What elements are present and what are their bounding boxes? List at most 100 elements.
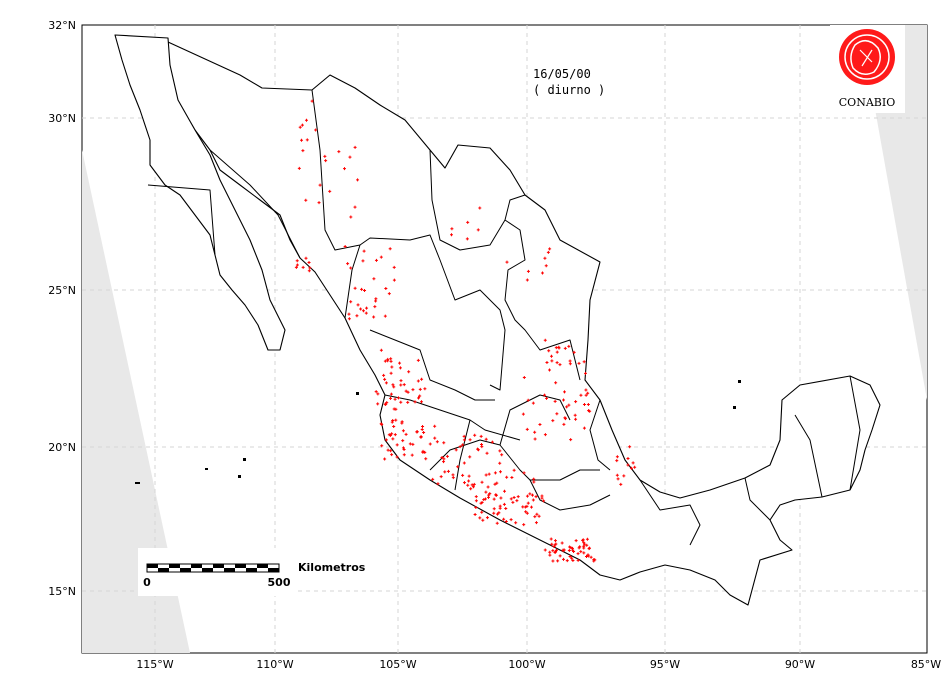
hotspot-mark	[585, 537, 589, 541]
hotspot-mark	[413, 400, 417, 404]
hotspot-mark	[383, 377, 387, 381]
hotspot-mark	[374, 258, 378, 262]
hotspot-mark	[589, 555, 593, 559]
hotspot-mark	[548, 550, 552, 554]
hotspot-mark	[478, 516, 482, 520]
hotspot-mark	[420, 400, 424, 404]
hotspot-mark	[347, 312, 351, 316]
hotspot-mark	[450, 227, 454, 231]
hotspot-mark	[485, 451, 489, 455]
hotspot-mark	[383, 402, 387, 406]
hotspot-mark	[628, 445, 632, 449]
hotspot-mark	[516, 495, 520, 499]
hotspot-mark	[376, 392, 380, 396]
hotspot-mark	[359, 307, 363, 311]
fire-hotspots	[294, 99, 637, 563]
period-label: ( diurno )	[533, 83, 605, 97]
hotspot-mark	[562, 398, 566, 402]
hotspot-mark	[401, 439, 405, 443]
hotspot-mark	[304, 118, 308, 122]
hotspot-mark	[576, 552, 580, 556]
hotspot-mark	[349, 300, 353, 304]
hotspot-mark	[380, 444, 384, 448]
hotspot-mark	[565, 559, 569, 563]
hotspot-mark	[492, 497, 496, 501]
hotspot-mark	[442, 441, 446, 445]
hotspot-mark	[372, 315, 376, 319]
hotspot-mark	[526, 398, 530, 402]
hotspot-mark	[548, 553, 552, 557]
hotspot-mark	[509, 497, 513, 501]
hotspot-mark	[389, 357, 393, 361]
hotspot-mark	[586, 402, 590, 406]
hotspot-mark	[401, 429, 405, 433]
hotspot-mark	[557, 345, 561, 349]
hotspot-mark	[386, 448, 390, 452]
hotspot-mark	[451, 473, 455, 477]
hotspot-mark	[532, 480, 536, 484]
hotspot-mark	[549, 537, 553, 541]
hotspot-mark	[440, 456, 444, 460]
hotspot-mark	[549, 354, 553, 358]
hotspot-mark	[570, 546, 574, 550]
hotspot-mark	[474, 495, 478, 499]
hotspot-mark	[558, 554, 562, 558]
hotspot-mark	[356, 303, 360, 307]
hotspot-mark	[402, 383, 406, 387]
hotspot-mark	[543, 433, 547, 437]
hotspot-mark	[391, 383, 395, 387]
hotspot-mark	[526, 501, 530, 505]
hotspot-mark	[468, 438, 472, 442]
hotspot-mark	[547, 349, 551, 353]
hotspot-mark	[528, 492, 532, 496]
hotspot-mark	[504, 519, 508, 523]
scale-start: 0	[143, 576, 151, 589]
hotspot-mark	[304, 198, 308, 202]
hotspot-mark	[337, 150, 341, 154]
hotspot-mark	[472, 482, 476, 486]
hotspot-mark	[550, 359, 554, 363]
hotspot-mark	[558, 363, 562, 367]
hotspot-mark	[442, 457, 446, 461]
hotspot-mark	[307, 260, 311, 264]
hotspot-mark	[384, 381, 388, 385]
hotspot-mark	[497, 511, 501, 515]
hotspot-mark	[480, 510, 484, 514]
hotspot-mark	[423, 387, 427, 391]
scale-unit: Kilometros	[298, 561, 366, 574]
hotspot-mark	[563, 416, 567, 420]
hotspot-mark	[555, 361, 559, 365]
hotspot-mark	[555, 412, 559, 416]
hotspot-mark	[416, 379, 420, 383]
lon-label: 110°W	[256, 658, 293, 671]
hotspot-mark	[523, 505, 527, 509]
hotspot-mark	[324, 159, 328, 163]
hotspot-mark	[545, 360, 549, 364]
hotspot-mark	[301, 149, 305, 153]
hotspot-mark	[391, 437, 395, 441]
hotspot-mark	[471, 485, 475, 489]
hotspot-mark	[411, 388, 415, 392]
hotspot-mark	[476, 228, 480, 232]
hotspot-mark	[584, 554, 588, 558]
hotspot-mark	[402, 448, 406, 452]
hotspot-mark	[521, 505, 525, 509]
hotspot-mark	[473, 433, 477, 437]
hotspot-mark	[410, 453, 414, 457]
hotspot-mark	[502, 502, 506, 506]
hotspot-mark	[355, 314, 359, 318]
hotspot-mark	[574, 417, 578, 421]
hotspot-mark	[562, 548, 566, 552]
hotspot-mark	[505, 475, 509, 479]
hotspot-mark	[554, 550, 558, 554]
hotspot-mark	[543, 393, 547, 397]
lon-label: 105°W	[379, 658, 416, 671]
hotspot-mark	[568, 362, 572, 366]
hotspot-mark	[393, 433, 397, 437]
hotspot-mark	[615, 473, 619, 477]
hotspot-mark	[439, 475, 443, 479]
hotspot-mark	[379, 255, 383, 259]
hotspot-mark	[487, 472, 491, 476]
hotspot-mark	[398, 366, 402, 370]
